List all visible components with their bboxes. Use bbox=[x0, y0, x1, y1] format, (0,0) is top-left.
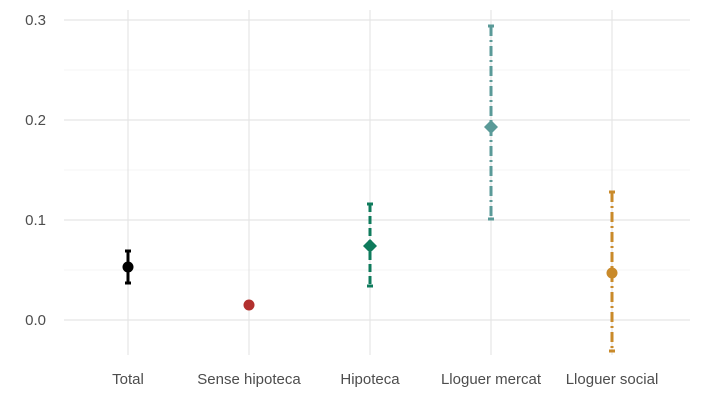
y-tick-label: 0.2 bbox=[25, 112, 46, 129]
y-tick-label: 0.0 bbox=[25, 312, 46, 329]
point-marker bbox=[484, 120, 498, 134]
point-marker bbox=[606, 267, 618, 279]
point-marker bbox=[243, 299, 255, 311]
vertical-gridlines bbox=[127, 10, 613, 355]
error-bar-group bbox=[484, 24, 498, 221]
minor-horizontal-gridlines bbox=[64, 69, 690, 271]
error-bar-marks bbox=[122, 24, 618, 353]
y-tick-label: 0.3 bbox=[25, 12, 46, 29]
y-axis-tick-labels: 0.0 0.1 0.2 0.3 bbox=[25, 12, 46, 329]
x-tick-label: Lloguer social bbox=[566, 371, 659, 388]
error-bar-group bbox=[606, 190, 618, 353]
x-tick-label: Hipoteca bbox=[340, 371, 400, 388]
error-bar-group bbox=[243, 299, 255, 311]
x-tick-label: Lloguer mercat bbox=[441, 371, 542, 388]
point-marker bbox=[122, 261, 134, 273]
error-bar-group bbox=[363, 202, 377, 288]
error-bar-group bbox=[122, 249, 134, 285]
x-axis-tick-labels: Total Sense hipoteca Hipoteca Lloguer merca… bbox=[112, 371, 658, 388]
y-tick-label: 0.1 bbox=[25, 212, 46, 229]
x-tick-label: Total bbox=[112, 371, 144, 388]
major-horizontal-gridlines bbox=[64, 19, 690, 321]
point-marker bbox=[363, 239, 377, 253]
x-tick-label: Sense hipoteca bbox=[197, 371, 301, 388]
